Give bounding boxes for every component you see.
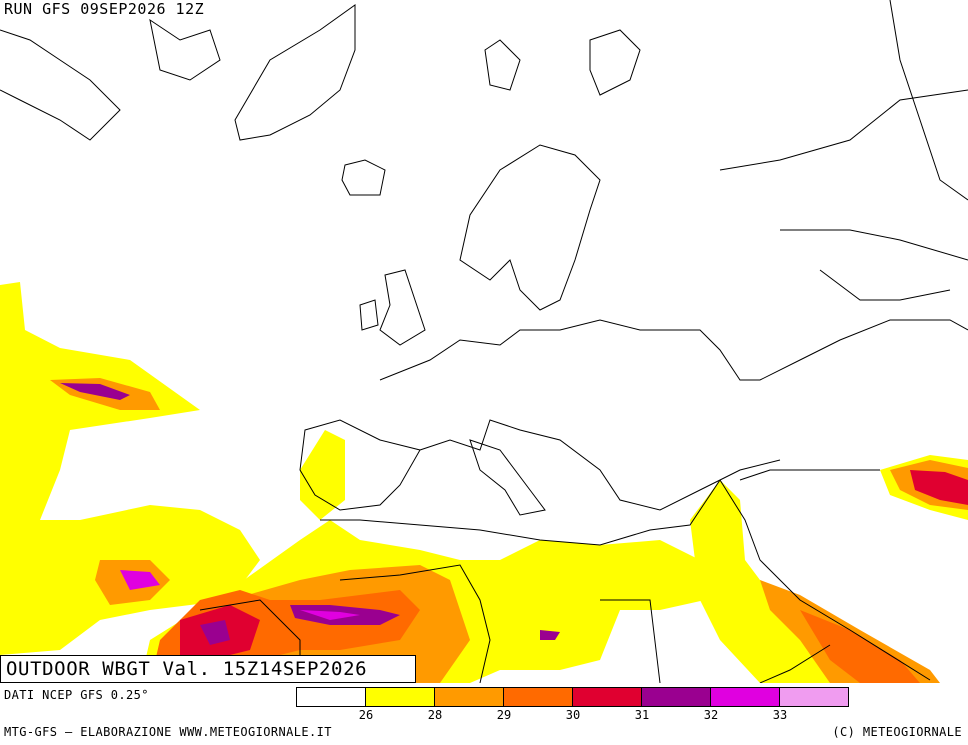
legend-tick-label: 28	[427, 708, 443, 722]
legend-swatch-7	[779, 687, 849, 707]
legend-tick-label: 32	[703, 708, 719, 722]
copyright-label: (C) METEOGIORNALE	[832, 725, 962, 739]
legend-swatch-4	[572, 687, 642, 707]
legend-tick-label: 33	[772, 708, 788, 722]
legend-swatch-0	[296, 687, 366, 707]
legend-swatch-2	[434, 687, 504, 707]
legend-tick-label: 26	[358, 708, 374, 722]
legend-swatch-3	[503, 687, 573, 707]
data-source-label: DATI NCEP GFS 0.25°	[4, 688, 149, 702]
legend-swatch-1	[365, 687, 435, 707]
elaboration-credit: MTG-GFS – ELABORAZIONE WWW.METEOGIORNALE…	[4, 725, 332, 739]
legend-swatch-5	[641, 687, 711, 707]
color-legend	[296, 687, 849, 707]
color-legend-ticks: 26 28 29 30 31 32 33	[297, 708, 862, 722]
valid-time-label: OUTDOOR WBGT Val. 15Z14SEP2026	[6, 658, 368, 680]
legend-tick-label: 29	[496, 708, 512, 722]
wbgt-map	[0, 0, 968, 683]
valid-time-banner: OUTDOOR WBGT Val. 15Z14SEP2026	[0, 655, 416, 683]
run-title: RUN GFS 09SEP2026 12Z	[4, 0, 209, 18]
legend-swatch-6	[710, 687, 780, 707]
coastlines	[0, 0, 968, 683]
legend-tick-label: 31	[634, 708, 650, 722]
legend-tick-label: 30	[565, 708, 581, 722]
footer: DATI NCEP GFS 0.25° 26 28 29 30 31 32 33 MTG-G…	[0, 683, 968, 745]
